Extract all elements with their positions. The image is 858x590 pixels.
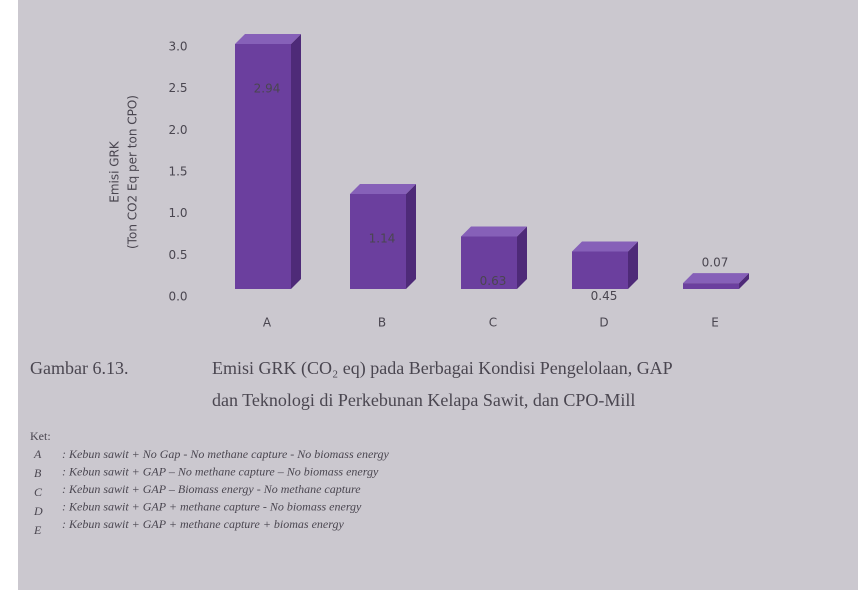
value-label: 1.14 <box>369 232 396 246</box>
bar <box>572 251 628 289</box>
bar-side <box>628 241 638 289</box>
bar-top <box>683 273 749 284</box>
bar-top <box>235 34 301 44</box>
note-text: : Kebun sawit + GAP – No methane capture… <box>62 464 379 478</box>
paper <box>18 0 858 590</box>
caption-line: dan Teknologi di Perkebunan Kelapa Sawit… <box>212 390 635 410</box>
bar-side <box>406 184 416 289</box>
notes-heading: Ket: <box>30 429 51 443</box>
note-key: E <box>33 523 42 537</box>
caption-number: Gambar 6.13. <box>30 358 128 378</box>
bar-side <box>739 273 749 289</box>
note-text: : Kebun sawit + GAP + methane capture - … <box>62 499 362 513</box>
bar-top <box>350 184 416 194</box>
bar-top <box>461 226 527 237</box>
bar <box>350 194 406 289</box>
note-key: B <box>34 466 42 480</box>
value-label: 0.63 <box>480 274 507 288</box>
value-label: 0.07 <box>702 256 729 270</box>
x-tick-label: A <box>263 316 272 330</box>
note-text: : Kebun sawit + GAP + methane capture + … <box>62 517 344 531</box>
y-tick-label: 1.0 <box>168 206 187 220</box>
x-tick-label: D <box>599 316 608 330</box>
note-key: C <box>34 485 43 499</box>
y-tick-label: 2.0 <box>168 123 187 137</box>
x-tick-label: C <box>489 316 497 330</box>
bar-top <box>572 241 638 252</box>
note-key: A <box>33 447 42 461</box>
bar-side <box>291 34 301 289</box>
y-label: Emisi GRK <box>108 140 122 203</box>
bar-side <box>517 226 527 289</box>
bar <box>683 283 739 289</box>
y-label: (Ton CO2 Eq per ton CPO) <box>126 95 140 249</box>
x-tick-label: E <box>711 316 719 330</box>
y-tick-label: 1.5 <box>168 165 187 179</box>
caption-line: Emisi GRK (CO₂ eq) pada Berbagai Kondisi… <box>212 358 673 379</box>
y-tick-label: 2.5 <box>168 81 187 95</box>
note-text: : Kebun sawit + No Gap - No methane capt… <box>62 447 390 461</box>
y-tick-label: 3.0 <box>168 40 187 54</box>
y-tick-label: 0.0 <box>168 290 187 304</box>
note-key: D <box>33 504 43 518</box>
note-text: : Kebun sawit + GAP – Biomass energy - N… <box>62 482 361 496</box>
value-label: 0.45 <box>591 289 618 303</box>
value-label: 2.94 <box>254 82 281 96</box>
bar <box>461 236 517 289</box>
y-tick-label: 0.5 <box>168 248 187 262</box>
bar <box>235 44 291 289</box>
x-tick-label: B <box>378 316 386 330</box>
